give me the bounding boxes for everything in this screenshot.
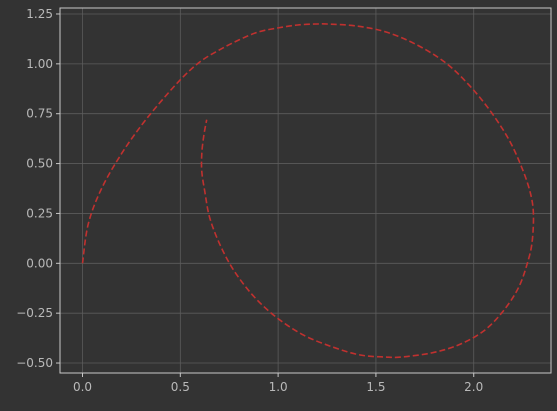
x-tick-label: 2.0 (464, 380, 483, 394)
x-tick-label: 0.5 (171, 380, 190, 394)
x-tick-label: 0.0 (73, 380, 92, 394)
series-layer (81, 22, 535, 359)
y-tick-label: 0.75 (26, 107, 53, 121)
y-tick-label: 0.00 (26, 256, 53, 270)
y-tick-label: 0.50 (26, 157, 53, 171)
plot-area-frame (59, 7, 552, 374)
y-tick-label: 0.25 (26, 206, 53, 220)
y-tick-label: 1.00 (26, 57, 53, 71)
ticks: 0.0 0.5 1.0 1.5 2.0 −0.50 −0.25 0.00 0.25 0.50 0.7… (16, 7, 483, 394)
series-line (81, 22, 535, 359)
y-tick-label: −0.50 (16, 356, 53, 370)
grid (60, 8, 551, 373)
y-tick-label: −0.25 (16, 306, 53, 320)
y-tick-label: 1.25 (26, 7, 53, 21)
x-tick-label: 1.0 (269, 380, 288, 394)
x-tick-label: 1.5 (366, 380, 385, 394)
